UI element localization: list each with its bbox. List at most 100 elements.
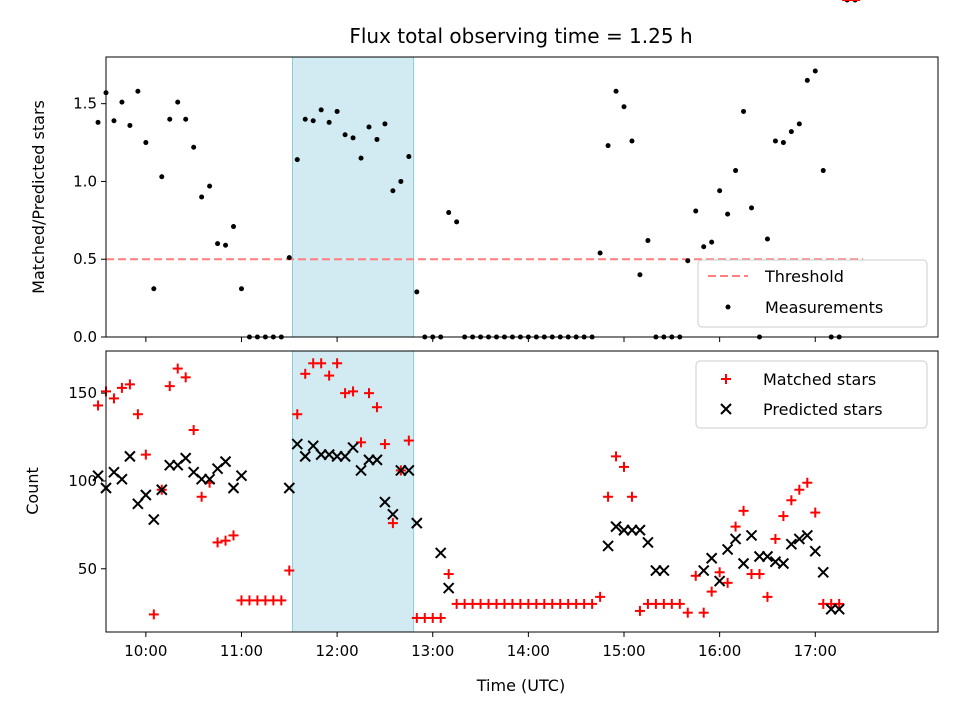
y-tick-label: 150 — [68, 384, 97, 402]
predicted-star-point — [227, 482, 240, 494]
predicted-star-point — [371, 454, 383, 466]
measurement-point — [637, 272, 643, 278]
predicted-star-point-b — [124, 450, 136, 463]
predicted-star-point-b — [347, 441, 359, 454]
legend-matched-label: Matched stars — [763, 370, 876, 389]
matched-star-point — [754, 569, 765, 580]
y-tick-label: 1.0 — [73, 172, 97, 190]
matched-star-point — [619, 461, 630, 472]
y-tick-label: 1.5 — [73, 95, 97, 113]
measurement-point — [191, 144, 197, 150]
top-y-axis-label: Matched/Predicted stars — [29, 100, 48, 294]
predicted-star-point-b — [602, 540, 614, 552]
predicted-star-point — [291, 438, 303, 450]
predicted-star-point-b — [729, 533, 742, 545]
top-axes-frame — [105, 56, 939, 338]
predicted-star-point — [602, 540, 614, 552]
measurement-point — [199, 194, 205, 200]
measurement-point — [605, 143, 611, 149]
predicted-star-point — [235, 469, 248, 482]
matched-star-point — [595, 591, 606, 602]
predicted-star-point-b — [116, 473, 128, 485]
predicted-star-point — [156, 484, 168, 496]
predicted-star-point-b — [642, 536, 654, 549]
measurement-point — [358, 155, 364, 161]
matched-star-point — [634, 605, 645, 616]
measurement-point — [350, 135, 356, 141]
measurement-point — [119, 99, 125, 105]
predicted-star-point-b — [634, 524, 646, 536]
predicted-star-point-b — [387, 508, 399, 521]
bottom-y-ticks: 50 100 150 — [68, 384, 106, 578]
measurement-point — [310, 118, 316, 124]
measurement-point — [764, 236, 770, 242]
legend-predicted-label: Predicted stars — [763, 400, 883, 419]
predicted-star-point — [777, 557, 790, 570]
measurement-point — [597, 250, 603, 256]
predicted-star-point — [761, 550, 774, 563]
matched-star-point — [188, 425, 199, 436]
measurement-point — [398, 178, 404, 184]
matched-star-point — [212, 537, 223, 548]
matched-star-point — [180, 372, 191, 383]
predicted-star-point — [203, 473, 216, 485]
predicted-star-point-b — [156, 484, 168, 496]
predicted-star-point-b — [291, 438, 303, 450]
measurement-point — [788, 129, 794, 135]
predicted-star-point-b — [299, 450, 311, 463]
matched-star-point — [682, 607, 693, 618]
matched-star-point — [220, 535, 231, 546]
measurement-point — [613, 88, 619, 94]
matched-star-point — [324, 370, 335, 381]
bottom-legend: Matched stars Predicted stars — [695, 360, 928, 429]
predicted-star-point — [785, 538, 798, 550]
predicted-star-point — [833, 603, 845, 615]
measurement-point — [382, 121, 388, 127]
matched-star-point — [316, 358, 327, 369]
measurement-point — [326, 119, 332, 125]
x-tick-label: 17:00 — [794, 642, 837, 660]
measurement-point — [207, 183, 213, 189]
matched-star-point — [172, 363, 183, 374]
predicted-star-point-b — [283, 482, 296, 494]
shaded-interval-top — [291, 56, 415, 338]
predicted-star-point-b — [148, 513, 160, 526]
measurement-point — [812, 68, 818, 74]
measurement-point — [454, 219, 460, 225]
predicted-star-point — [721, 543, 734, 556]
predicted-star-point — [299, 450, 311, 463]
measurement-point — [749, 205, 755, 211]
matched-star-point — [435, 612, 446, 623]
shaded-interval-bottom — [291, 350, 415, 633]
matched-star-point — [108, 393, 119, 404]
top-x-ticks — [145, 337, 816, 342]
predicted-star-point-b — [435, 547, 447, 559]
measurement-point — [804, 77, 810, 83]
predicted-star-point-b — [705, 552, 718, 564]
matched-star-point — [722, 577, 733, 588]
predicted-star-point — [116, 473, 128, 485]
predicted-star-point-b — [235, 469, 248, 482]
measurement-point — [621, 104, 627, 110]
predicted-star-point — [403, 464, 415, 477]
predicted-star-point-b — [179, 452, 192, 464]
measurement-point — [223, 242, 229, 248]
predicted-star-point-b — [379, 496, 391, 508]
predicted-star-point — [737, 557, 750, 570]
predicted-star-point — [132, 498, 144, 510]
measurement-point — [780, 140, 786, 146]
predicted-star-point — [705, 552, 718, 564]
predicted-star-point-b — [307, 440, 319, 452]
predicted-star-point — [307, 440, 319, 452]
predicted-star-point-b — [658, 564, 670, 577]
matched-star-point — [196, 491, 207, 502]
measurement-point — [366, 124, 372, 130]
matched-star-point — [770, 533, 781, 544]
matched-star-point — [738, 505, 749, 516]
predicted-star-point-b — [187, 466, 200, 478]
matched-star-point — [164, 381, 175, 392]
measurement-point — [342, 132, 348, 138]
matched-star-point — [379, 439, 390, 450]
